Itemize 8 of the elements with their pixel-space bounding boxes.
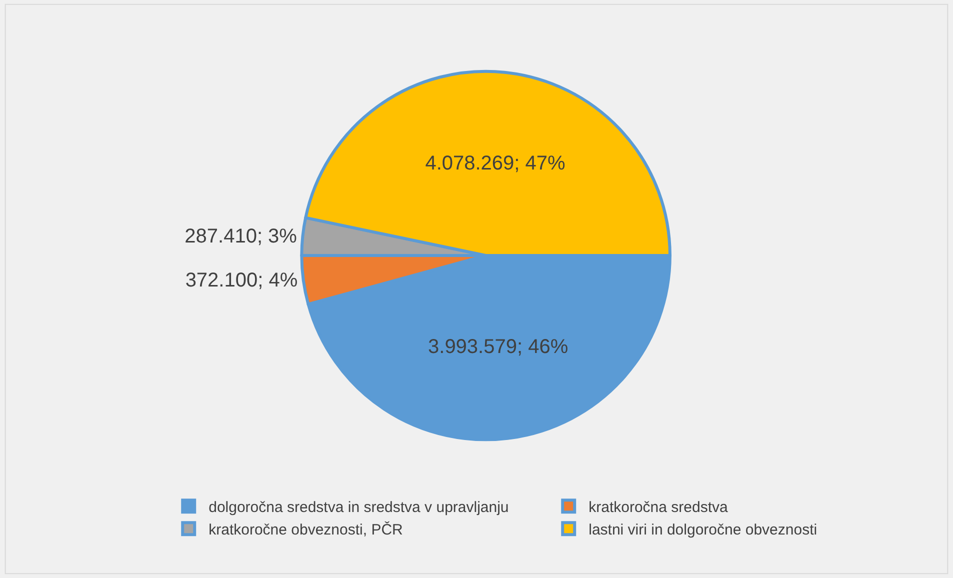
legend-label: kratkoročna sredstva xyxy=(588,498,728,516)
data-label: 3.993.579; 46% xyxy=(428,336,568,358)
data-label: 372.100; 4% xyxy=(185,269,298,292)
legend-label: lastni viri in dolgoročne obveznosti xyxy=(588,521,818,538)
data-label: 287.410; 3% xyxy=(184,225,298,248)
data-label: 4.078.269; 47% xyxy=(425,152,566,175)
legend-label: kratkoročne obveznosti, PČR xyxy=(208,520,404,538)
legend-label: dolgoročna sredstva in sredstva v upravljanju xyxy=(208,498,509,516)
